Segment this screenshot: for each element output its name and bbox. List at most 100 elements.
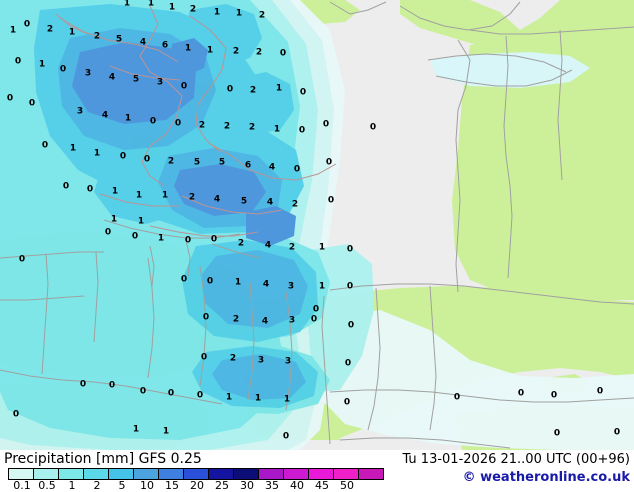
colorbar-swatch-4 [108, 469, 133, 479]
precip-value: 0 [293, 164, 301, 175]
precip-value: 0 [453, 392, 461, 403]
forecast-timestamp: Tu 13-01-2026 21..00 UTC (00+96) [402, 452, 630, 467]
colorbar-tick-1: 1 [68, 479, 76, 492]
precipitation-colorbar[interactable] [8, 468, 384, 480]
precip-value: 0 [369, 122, 377, 133]
precip-value: 4 [261, 316, 269, 327]
precip-value: 1 [147, 0, 155, 9]
precip-value: 0 [143, 154, 151, 165]
precip-value: 0 [6, 93, 14, 104]
colorbar-swatch-8 [208, 469, 233, 479]
precip-value: 2 [248, 122, 256, 133]
precip-value: 1 [110, 214, 118, 225]
precip-value: 2 [223, 121, 231, 132]
colorbar-swatch-14 [358, 469, 383, 479]
precip-value: 1 [318, 242, 326, 253]
precip-value: 0 [41, 140, 49, 151]
precip-value: 0 [327, 195, 335, 206]
precip-value: 1 [283, 394, 291, 405]
precip-value: 0 [279, 48, 287, 59]
precip-value: 1 [9, 25, 17, 36]
precip-value: 2 [258, 10, 266, 21]
map-canvas [0, 0, 634, 450]
colorbar-tick-2: 2 [93, 479, 101, 492]
precip-value: 2 [198, 120, 206, 131]
precip-value: 1 [206, 45, 214, 56]
precip-value: 0 [210, 234, 218, 245]
precip-value: 0 [550, 390, 558, 401]
precip-value: 1 [123, 0, 131, 9]
precip-value: 2 [167, 156, 175, 167]
precip-value: 3 [156, 77, 164, 88]
precip-value: 0 [200, 352, 208, 363]
precip-value: 5 [218, 157, 226, 168]
colorbar-tick-0.1: 0.1 [13, 479, 31, 492]
precip-value: 4 [262, 279, 270, 290]
precip-value: 0 [346, 281, 354, 292]
precip-value: 0 [167, 388, 175, 399]
precip-value: 1 [318, 281, 326, 292]
precip-value: 0 [343, 397, 351, 408]
precip-value: 2 [188, 192, 196, 203]
precip-value: 1 [225, 392, 233, 403]
copyright-notice: © weatheronline.co.uk [462, 470, 630, 485]
precip-value: 1 [124, 113, 132, 124]
precip-value: 0 [108, 380, 116, 391]
map-footer: Precipitation [mm] GFS 0.25 0.1 0.5 1 2 5 10 1… [0, 450, 634, 492]
precip-value: 0 [149, 116, 157, 127]
precip-value: 2 [229, 353, 237, 364]
precip-value: 0 [23, 19, 31, 30]
colorbar-tick-25: 25 [215, 479, 229, 492]
legend-title: Precipitation [mm] GFS 0.25 [4, 451, 202, 467]
precip-value: 1 [234, 277, 242, 288]
precip-value: 3 [287, 281, 295, 292]
precip-value: 2 [189, 4, 197, 15]
precip-value: 1 [213, 7, 221, 18]
precip-value: 0 [346, 244, 354, 255]
precip-value: 5 [193, 157, 201, 168]
precip-value: 1 [135, 190, 143, 201]
precip-value: 0 [310, 314, 318, 325]
colorbar-swatch-0 [9, 469, 33, 479]
colorbar-swatch-2 [58, 469, 83, 479]
precip-value: 1 [168, 2, 176, 13]
precip-value: 1 [132, 424, 140, 435]
precip-value: 2 [232, 314, 240, 325]
precip-value: 4 [108, 72, 116, 83]
precip-value: 0 [86, 184, 94, 195]
precip-value: 0 [18, 254, 26, 265]
precip-value: 0 [298, 125, 306, 136]
colorbar-swatch-13 [333, 469, 358, 479]
precip-value: 6 [161, 40, 169, 51]
precip-value: 0 [131, 231, 139, 242]
precip-value: 0 [347, 320, 355, 331]
colorbar-tick-20: 20 [190, 479, 204, 492]
colorbar-tick-15: 15 [165, 479, 179, 492]
colorbar-tick-40: 40 [290, 479, 304, 492]
colorbar-swatch-7 [183, 469, 208, 479]
colorbar-tick-labels: 0.1 0.5 1 2 5 10 15 20 25 30 35 40 45 50 [0, 479, 354, 492]
colorbar-swatch-9 [233, 469, 258, 479]
colorbar-tick-30: 30 [240, 479, 254, 492]
precip-value: 1 [38, 59, 46, 70]
precip-value: 2 [291, 199, 299, 210]
precip-value: 3 [284, 356, 292, 367]
precip-value: 0 [553, 428, 561, 439]
colorbar-tick-50: 50 [340, 479, 354, 492]
precip-value: 2 [255, 47, 263, 58]
precip-value: 0 [174, 118, 182, 129]
precip-value: 0 [180, 81, 188, 92]
precip-value: 0 [196, 390, 204, 401]
precipitation-map[interactable]: 1 0 0 1 0 0 0 2 1 2 5 4 6 1 1 1 2 1 1 2 3 4 5 3 1 1 2 2 0 3 4 1 0 0 0 0 2 1 0 0… [0, 0, 634, 450]
precip-value: 4 [139, 37, 147, 48]
precip-value: 5 [115, 34, 123, 45]
precip-value: 0 [14, 56, 22, 67]
precip-value: 0 [596, 386, 604, 397]
precip-value: 2 [237, 238, 245, 249]
precip-value: 2 [232, 46, 240, 57]
precip-value: 0 [299, 87, 307, 98]
precip-value: 2 [249, 85, 257, 96]
precip-value: 4 [268, 162, 276, 173]
precip-value: 0 [322, 119, 330, 130]
